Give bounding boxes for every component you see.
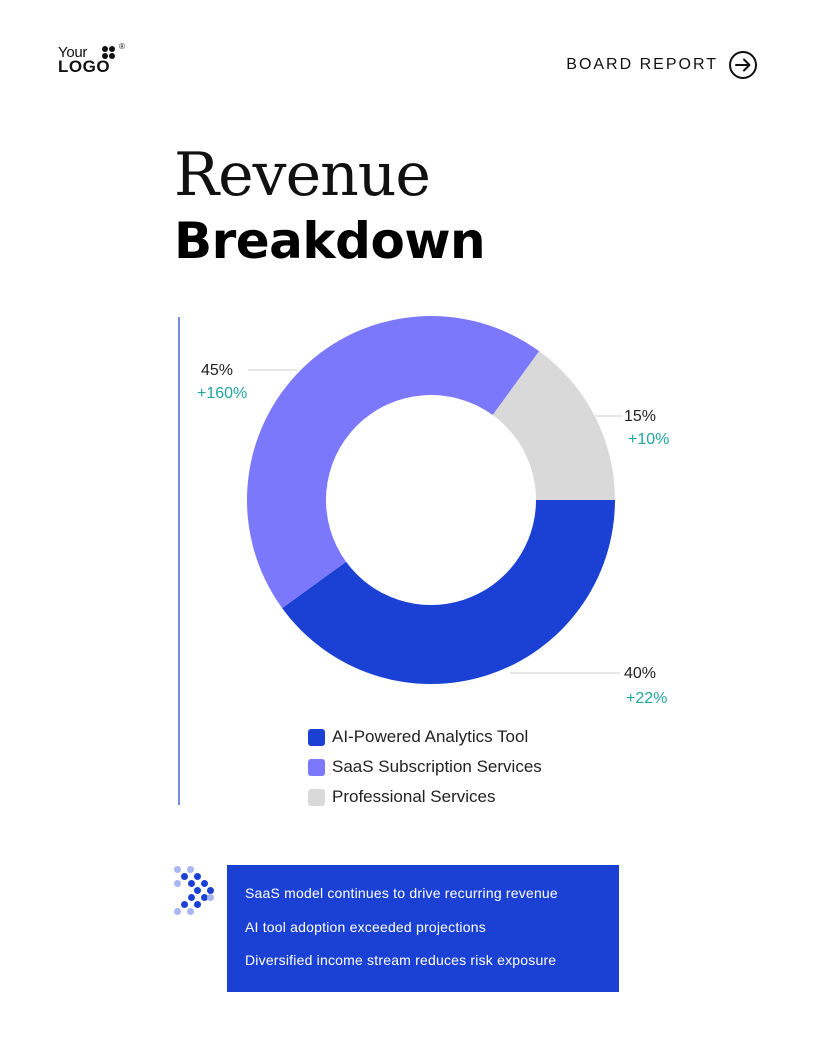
donut-slice-ai: [282, 500, 615, 684]
donut-slice-saas: [247, 316, 540, 609]
accent-divider: [178, 317, 180, 805]
logo-registered-mark: ®: [119, 42, 125, 51]
legend-label-ai: AI-Powered Analytics Tool: [332, 727, 529, 746]
logo-text-logo: LOGO: [58, 57, 111, 76]
board-report-link[interactable]: BOARD REPORT: [566, 50, 758, 80]
legend-swatch-services: [308, 788, 325, 806]
page-title-line1: Revenue: [174, 140, 431, 210]
arrow-right-circle-icon[interactable]: [728, 50, 758, 80]
company-logo: Your ® LOGO: [58, 42, 130, 76]
legend-swatch-saas: [308, 758, 325, 776]
logo-text-your: Your: [58, 44, 88, 61]
slice-change-label-ai: +22%: [626, 690, 668, 707]
legend-item-saas: SaaS Subscription Services: [308, 752, 542, 782]
revenue-donut-chart: 45% +160% 15% +10% 40% +22%: [180, 300, 700, 720]
slice-change-label-saas: +160%: [197, 385, 248, 402]
legend-label-services: Professional Services: [332, 787, 496, 806]
decorative-dots-icon: [172, 864, 222, 920]
slice-pct-label-saas: 45%: [201, 362, 234, 379]
legend-item-ai: AI-Powered Analytics Tool: [308, 722, 542, 752]
logo-clover-icon: [102, 46, 116, 60]
page-title-line2: Breakdown: [174, 212, 486, 270]
chart-legend: AI-Powered Analytics Tool SaaS Subscript…: [308, 722, 542, 812]
insight-item: SaaS model continues to drive recurring …: [245, 885, 558, 901]
slice-pct-label-services: 15%: [624, 408, 657, 425]
legend-item-services: Professional Services: [308, 782, 542, 812]
insight-item: Diversified income stream reduces risk e…: [245, 952, 557, 968]
slice-change-label-services: +10%: [628, 431, 670, 448]
key-insights-box: SaaS model continues to drive recurring …: [227, 865, 619, 992]
board-report-label: BOARD REPORT: [566, 56, 718, 73]
slice-pct-label-ai: 40%: [624, 665, 657, 682]
insight-item: AI tool adoption exceeded projections: [245, 919, 486, 935]
legend-swatch-ai: [308, 728, 325, 746]
legend-label-saas: SaaS Subscription Services: [332, 757, 542, 776]
donut-chart-svg: [247, 316, 622, 684]
donut-slice-services: [492, 351, 615, 500]
